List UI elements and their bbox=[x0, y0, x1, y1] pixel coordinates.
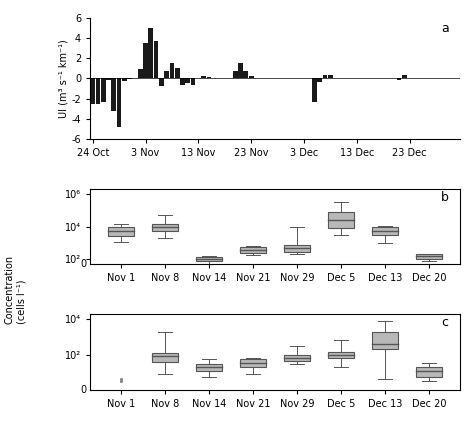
Bar bbox=[138, 69, 143, 78]
Bar bbox=[117, 78, 121, 127]
Bar bbox=[244, 71, 248, 78]
Bar bbox=[372, 332, 398, 349]
Bar bbox=[238, 63, 243, 78]
Bar bbox=[108, 227, 134, 237]
Bar bbox=[96, 78, 100, 103]
Bar bbox=[416, 254, 442, 258]
Bar bbox=[101, 78, 106, 102]
Bar bbox=[180, 78, 185, 86]
Bar bbox=[128, 78, 132, 79]
Bar bbox=[372, 227, 398, 235]
Y-axis label: UI (m³ s⁻¹ km⁻¹): UI (m³ s⁻¹ km⁻¹) bbox=[58, 39, 69, 118]
Bar bbox=[122, 78, 127, 82]
Bar bbox=[328, 352, 354, 358]
Bar bbox=[175, 68, 180, 78]
Bar bbox=[159, 78, 164, 86]
Bar bbox=[106, 78, 111, 80]
Text: 0: 0 bbox=[80, 385, 86, 395]
Text: c: c bbox=[442, 316, 449, 329]
Bar bbox=[152, 224, 178, 232]
Bar bbox=[143, 43, 148, 78]
Bar bbox=[196, 364, 222, 371]
Bar bbox=[185, 78, 190, 83]
Bar bbox=[416, 367, 442, 378]
Bar bbox=[249, 76, 254, 78]
Bar bbox=[154, 41, 158, 78]
Bar bbox=[323, 75, 328, 78]
Bar bbox=[402, 75, 407, 78]
Bar bbox=[191, 78, 195, 86]
Text: 0: 0 bbox=[80, 259, 86, 269]
Bar bbox=[328, 75, 333, 78]
Bar bbox=[318, 78, 322, 82]
Bar bbox=[111, 78, 116, 111]
Bar bbox=[164, 71, 169, 78]
Bar bbox=[312, 78, 317, 102]
Text: Concentration
(cells l⁻¹): Concentration (cells l⁻¹) bbox=[5, 254, 27, 324]
Bar bbox=[328, 212, 354, 228]
Bar bbox=[196, 257, 222, 261]
Bar bbox=[233, 71, 237, 78]
Bar bbox=[284, 246, 310, 251]
Text: a: a bbox=[441, 22, 449, 34]
Bar bbox=[240, 247, 266, 253]
Bar bbox=[397, 78, 401, 80]
Bar bbox=[240, 359, 266, 367]
Bar bbox=[201, 76, 206, 78]
Bar bbox=[170, 63, 174, 78]
Bar bbox=[148, 28, 153, 78]
Bar bbox=[284, 355, 310, 361]
Text: b: b bbox=[441, 191, 449, 204]
Bar bbox=[91, 78, 95, 103]
Bar bbox=[152, 353, 178, 362]
